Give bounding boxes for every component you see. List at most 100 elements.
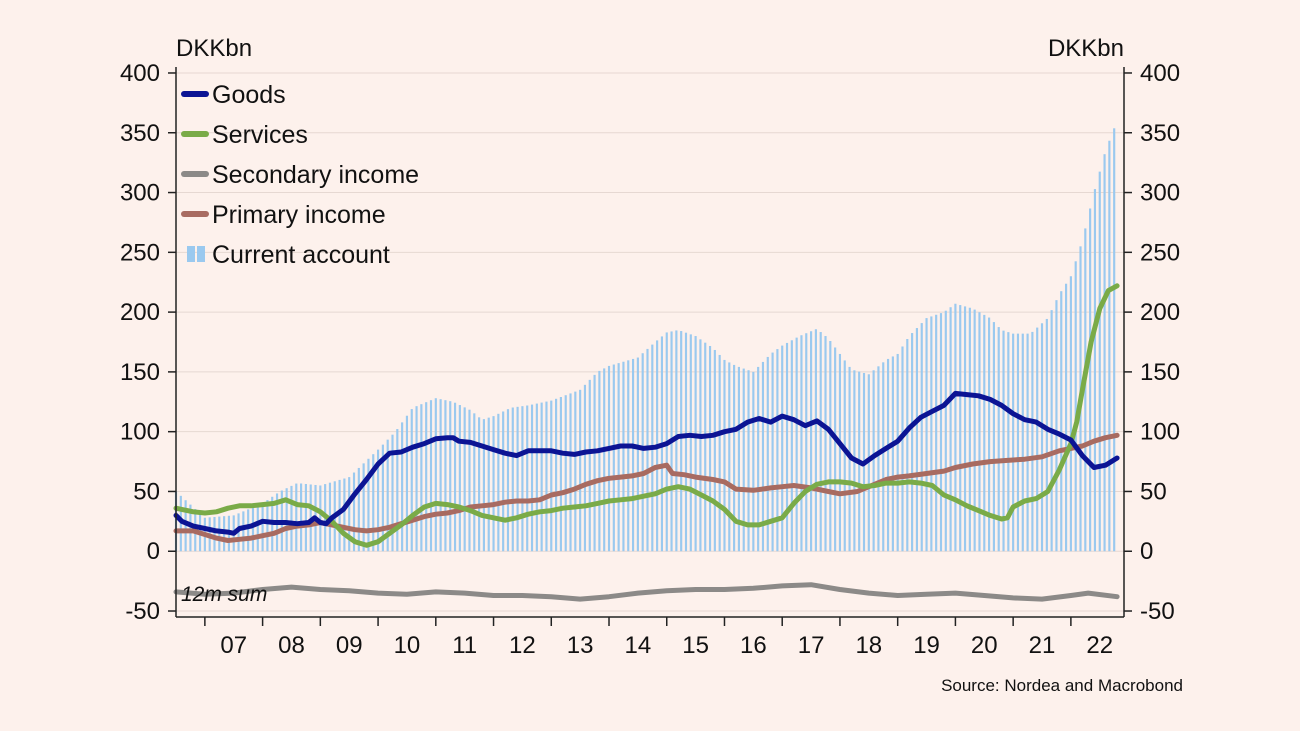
y-tick-label-right: 50 bbox=[1140, 478, 1167, 505]
current-account-bar bbox=[713, 349, 716, 552]
current-account-bar bbox=[559, 397, 562, 552]
x-tick-label: 22 bbox=[1086, 632, 1113, 659]
current-account-bar bbox=[1098, 171, 1101, 552]
current-account-bar bbox=[911, 333, 914, 552]
current-account-bar bbox=[790, 340, 793, 552]
current-account-bar bbox=[886, 358, 890, 552]
current-account-bar bbox=[1040, 323, 1044, 552]
current-account-bar bbox=[694, 336, 697, 552]
current-account-bar bbox=[492, 416, 495, 552]
current-account-bar bbox=[405, 415, 409, 552]
y-tick-label-right: 250 bbox=[1140, 239, 1180, 266]
current-account-bar bbox=[675, 330, 678, 552]
current-account-bar bbox=[434, 398, 437, 552]
current-account-bar bbox=[482, 419, 485, 552]
legend-label-goods: Goods bbox=[212, 81, 286, 109]
current-account-bar bbox=[1002, 330, 1005, 552]
y-tick-label-left: 150 bbox=[120, 359, 160, 386]
current-account-bar bbox=[521, 406, 524, 552]
current-account-bar bbox=[617, 363, 620, 552]
right-unit-label: DKKbn bbox=[1048, 35, 1124, 62]
y-tick-label-right: 150 bbox=[1140, 359, 1180, 386]
legend-label-services: Services bbox=[212, 121, 308, 149]
current-account-bar bbox=[1036, 327, 1039, 552]
current-account-bar bbox=[530, 404, 534, 552]
current-account-bar bbox=[415, 406, 418, 552]
current-account-bar bbox=[439, 399, 442, 552]
x-tick-label: 21 bbox=[1029, 632, 1056, 659]
current-account-bar bbox=[1016, 333, 1020, 552]
current-account-bar bbox=[708, 345, 712, 552]
current-account-bar bbox=[1113, 128, 1116, 552]
legend-label-current: Current account bbox=[212, 241, 390, 269]
current-account-bar bbox=[1031, 331, 1034, 552]
x-tick-label: 18 bbox=[855, 632, 882, 659]
current-account-bar bbox=[930, 316, 933, 552]
axes bbox=[168, 67, 1132, 626]
current-account-bar bbox=[636, 357, 639, 552]
x-tick-label: 12 bbox=[509, 632, 536, 659]
current-account-bar bbox=[939, 313, 943, 552]
current-account-bar bbox=[218, 516, 221, 552]
current-account-bar bbox=[781, 345, 784, 552]
goods-line bbox=[173, 390, 1120, 536]
current-account-bar bbox=[290, 485, 293, 552]
current-account-bar bbox=[372, 454, 375, 552]
series-lines bbox=[173, 283, 1120, 602]
current-account-bar bbox=[723, 359, 726, 552]
current-account-bar bbox=[1064, 283, 1068, 552]
current-account-bar bbox=[453, 402, 457, 552]
x-tick-label: 08 bbox=[278, 632, 305, 659]
current-account-bar bbox=[684, 332, 688, 552]
current-account-bar bbox=[396, 429, 399, 552]
current-account-bar bbox=[603, 368, 606, 552]
y-tick-label-right: 0 bbox=[1140, 538, 1153, 565]
current-account-bar bbox=[381, 444, 384, 552]
current-account-bar bbox=[242, 511, 245, 552]
x-tick-label: 11 bbox=[452, 632, 477, 659]
current-account-bar bbox=[555, 398, 558, 552]
current-account-bar bbox=[805, 333, 808, 552]
y-tick-label-right: 350 bbox=[1140, 120, 1180, 147]
current-account-bar bbox=[189, 504, 192, 552]
current-account-bar bbox=[901, 346, 904, 552]
y-tick-label-left: 200 bbox=[120, 299, 160, 326]
current-account-bar bbox=[728, 362, 731, 552]
current-account-bar bbox=[776, 349, 779, 552]
current-account-bar bbox=[357, 467, 360, 552]
current-account-bar bbox=[261, 503, 264, 552]
legend-label-secondary: Secondary income bbox=[212, 161, 419, 189]
current-account-bar bbox=[598, 370, 601, 552]
current-account-bar bbox=[925, 318, 928, 552]
current-account-bar bbox=[348, 477, 351, 552]
current-account-bar bbox=[1084, 228, 1087, 552]
x-tick-label: 15 bbox=[682, 632, 709, 659]
current-account-bar bbox=[737, 366, 740, 552]
current-account-bar bbox=[843, 360, 846, 552]
current-account-bar bbox=[511, 407, 514, 552]
x-tick-label: 13 bbox=[567, 632, 594, 659]
current-account-bar bbox=[834, 347, 837, 552]
current-account-bar bbox=[478, 417, 481, 552]
current-account-bar bbox=[266, 500, 269, 552]
current-account-bar bbox=[497, 413, 500, 552]
current-account-bar bbox=[718, 354, 721, 552]
current-account-bar bbox=[872, 370, 875, 552]
current-account-bar bbox=[891, 356, 894, 552]
services-line bbox=[173, 283, 1120, 548]
current-account-bar bbox=[896, 353, 899, 552]
current-account-bar bbox=[915, 328, 919, 552]
current-account-bar bbox=[468, 409, 471, 552]
current-account-bar bbox=[526, 405, 529, 552]
y-tick-label-left: 350 bbox=[120, 120, 160, 147]
current-account-bar bbox=[473, 413, 476, 552]
current-account-bar bbox=[877, 366, 880, 552]
current-account-bar bbox=[420, 404, 423, 552]
current-account-bar bbox=[742, 368, 745, 552]
current-account-bar bbox=[1021, 333, 1024, 552]
y-tick-label-right: 200 bbox=[1140, 299, 1180, 326]
y-tick-label-left: 250 bbox=[120, 239, 160, 266]
current-account-bar bbox=[824, 336, 827, 552]
